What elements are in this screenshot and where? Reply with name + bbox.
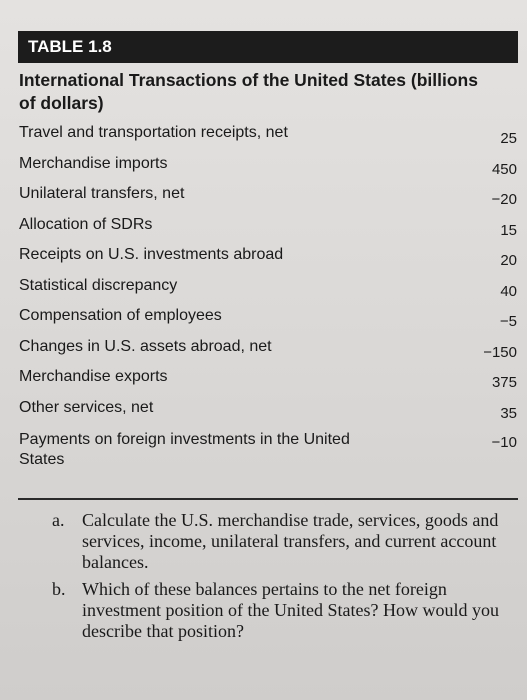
row-value: 40 bbox=[500, 282, 517, 300]
table-title: International Transactions of the United… bbox=[19, 70, 478, 113]
row-value: 25 bbox=[500, 130, 517, 147]
row-label: Unilateral transfers, net bbox=[19, 185, 185, 202]
row-label: Merchandise imports bbox=[19, 154, 168, 172]
question-text: Calculate the U.S. merchandise trade, se… bbox=[82, 510, 499, 572]
row-value: 35 bbox=[500, 404, 517, 422]
row-value: 15 bbox=[500, 221, 517, 239]
row-value: 375 bbox=[491, 374, 517, 391]
question-item: a. Calculate the U.S. merchandise trade,… bbox=[52, 510, 522, 573]
row-label: Allocation of SDRs bbox=[19, 215, 153, 233]
question-letter: a. bbox=[52, 510, 65, 530]
table-row: Compensation of employees −5 bbox=[19, 304, 517, 335]
table-row: Merchandise imports 450 bbox=[19, 152, 517, 183]
row-label: Other services, net bbox=[19, 398, 154, 416]
table-row: Changes in U.S. assets abroad, net −150 bbox=[19, 335, 517, 366]
row-label: Merchandise exports bbox=[19, 368, 168, 385]
row-value: 450 bbox=[491, 160, 517, 178]
table-row: Allocation of SDRs 15 bbox=[19, 213, 517, 244]
exercise-questions: a. Calculate the U.S. merchandise trade,… bbox=[52, 510, 522, 648]
table-row: Merchandise exports 375 bbox=[19, 365, 517, 396]
row-label: Statistical discrepancy bbox=[19, 276, 178, 294]
row-label: Travel and transportation receipts, net bbox=[19, 124, 288, 141]
row-label: Compensation of employees bbox=[19, 307, 222, 324]
row-label: Receipts on U.S. investments abroad bbox=[19, 246, 284, 263]
question-letter: b. bbox=[52, 579, 66, 599]
row-value: −10 bbox=[491, 434, 517, 451]
table-row: Other services, net 35 bbox=[19, 396, 517, 427]
table-row: Receipts on U.S. investments abroad 20 bbox=[19, 243, 517, 274]
table-row: Unilateral transfers, net −20 bbox=[19, 182, 517, 213]
row-value: −150 bbox=[483, 343, 517, 361]
row-label: Payments on foreign investments in the U… bbox=[19, 431, 350, 468]
row-value: −20 bbox=[491, 191, 517, 208]
row-value: 20 bbox=[500, 252, 517, 269]
table-bottom-rule bbox=[18, 498, 518, 500]
question-item: b. Which of these balances pertains to t… bbox=[52, 579, 522, 642]
table-label-text: TABLE 1.8 bbox=[28, 37, 112, 56]
table-row: Payments on foreign investments in the U… bbox=[19, 426, 517, 472]
table-label: TABLE 1.8 bbox=[18, 31, 518, 63]
row-label: Changes in U.S. assets abroad, net bbox=[19, 337, 272, 355]
table-row: Travel and transportation receipts, net … bbox=[19, 121, 517, 152]
row-value: −5 bbox=[499, 313, 517, 330]
table-row: Statistical discrepancy 40 bbox=[19, 274, 517, 305]
transactions-table: Travel and transportation receipts, net … bbox=[19, 121, 517, 472]
question-text: Which of these balances pertains to the … bbox=[82, 579, 499, 641]
